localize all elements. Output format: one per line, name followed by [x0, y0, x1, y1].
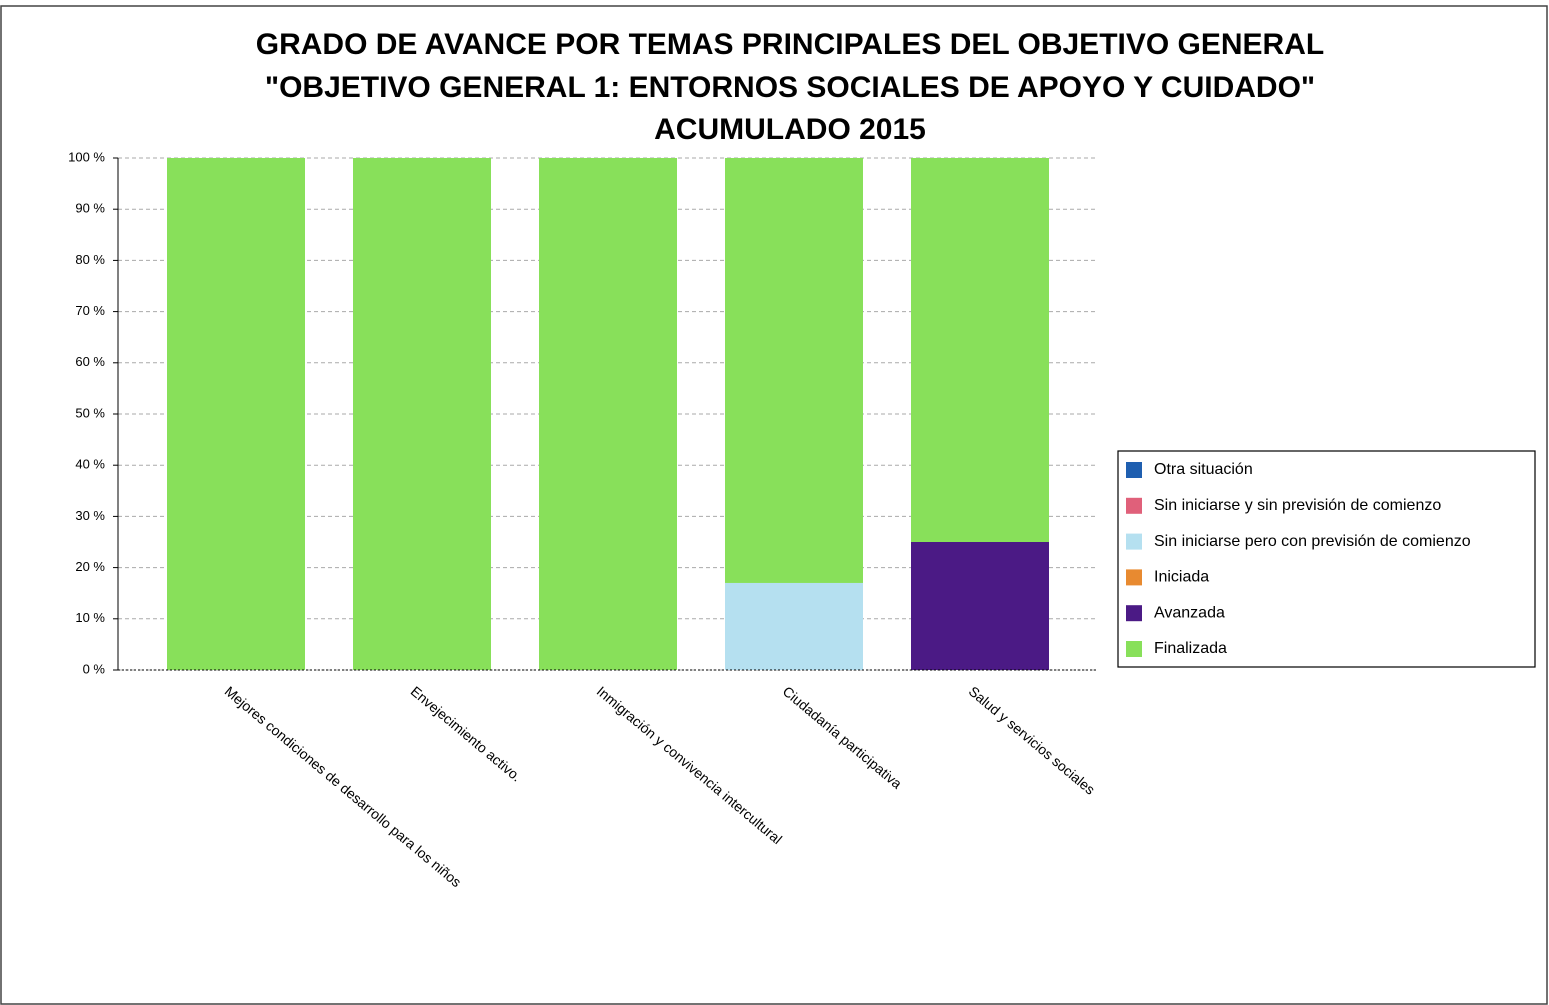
y-tick-label: 10 % — [75, 610, 105, 625]
legend-box — [1117, 450, 1536, 668]
legend-label: Iniciada — [1154, 569, 1209, 586]
legend-swatch — [1126, 569, 1142, 586]
chart-title: ACUMULADO 2015 — [654, 113, 926, 146]
frame — [0, 5, 1548, 1005]
y-tick-label: 90 % — [75, 201, 105, 216]
x-tick-label: Envejecimiento activo. — [408, 683, 525, 785]
legend-label: Finalizada — [1154, 640, 1227, 657]
x-tick-label: Mejores condiciones de desarrollo para l… — [222, 683, 465, 890]
legend-label: Avanzada — [1154, 604, 1225, 621]
y-tick-label: 30 % — [75, 508, 105, 523]
y-tick-label: 40 % — [75, 457, 105, 472]
legend-swatch — [1126, 497, 1142, 514]
legend-swatch — [1126, 605, 1142, 622]
chart-title: GRADO DE AVANCE POR TEMAS PRINCIPALES DE… — [256, 28, 1324, 61]
legend-label: Sin iniciarse pero con previsión de comi… — [1154, 533, 1471, 550]
y-tick-label: 60 % — [75, 354, 105, 369]
x-tick-label: Salud y servicios sociales — [966, 683, 1098, 798]
x-tick-label: Ciudadanía participativa — [780, 683, 906, 792]
y-tick-label: 0 % — [83, 661, 106, 676]
y-tick-label: 70 % — [75, 303, 105, 318]
legend-swatch — [1126, 462, 1142, 478]
chart-title: "OBJETIVO GENERAL 1: ENTORNOS SOCIALES D… — [265, 71, 1315, 104]
y-tick-label: 50 % — [75, 405, 105, 420]
bar-segment — [911, 542, 1049, 670]
bar-segment — [539, 158, 677, 670]
x-tick-label: Inmigración y convivencia intercultural — [594, 683, 786, 847]
bar-segment — [167, 158, 305, 670]
bar-segment — [911, 158, 1049, 542]
y-tick-label: 20 % — [75, 559, 105, 574]
legend-swatch — [1126, 641, 1142, 657]
legend-swatch — [1126, 533, 1142, 550]
bar-segment — [725, 582, 863, 670]
y-tick-label: 80 % — [75, 252, 105, 267]
bar-segment — [353, 158, 491, 670]
legend-label: Otra situación — [1154, 461, 1253, 478]
bar-segment — [725, 158, 863, 583]
y-tick-label: 100 % — [68, 149, 105, 164]
legend-label: Sin iniciarse y sin previsión de comienz… — [1154, 497, 1441, 514]
